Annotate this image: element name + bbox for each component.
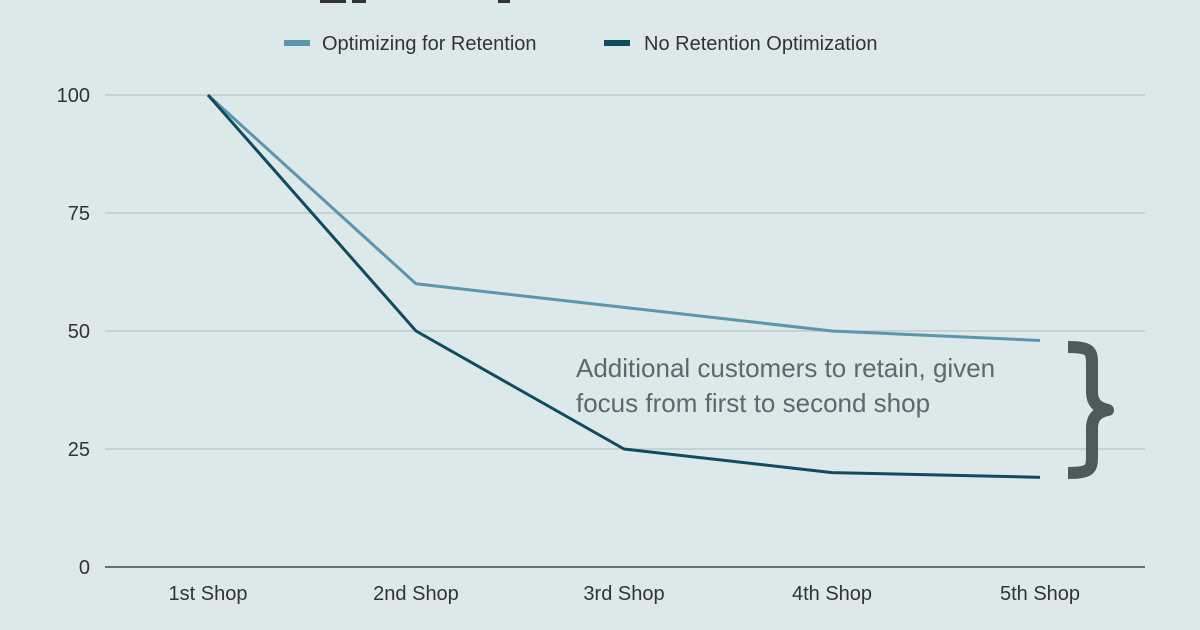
legend-swatch [604,40,630,46]
x-tick-label: 1st Shop [169,583,248,605]
x-tick-label: 3rd Shop [583,583,664,605]
y-tick-label: 100 [57,85,90,107]
y-axis: 0 25 50 75 100 [57,85,90,579]
curly-brace-icon [1067,341,1114,479]
clipped-title-fragment [320,0,510,3]
annotation-line-2: focus from first to second shop [576,388,930,418]
series-lines [206,93,1041,479]
annotation-line-1: Additional customers to retain, given [576,353,995,383]
x-tick-label: 2nd Shop [373,583,459,605]
annotation: Additional customers to retain, given fo… [576,341,1114,479]
title-fragment-1 [320,0,346,3]
title-fragment-3 [498,0,510,3]
grid-lines [105,94,1145,568]
y-tick-label: 25 [68,439,90,461]
x-tick-label: 4th Shop [792,583,872,605]
legend-label: Optimizing for Retention [322,33,537,55]
title-fragment-2 [352,0,366,3]
y-tick-label: 0 [79,557,90,579]
x-tick-label: 5th Shop [1000,583,1080,605]
legend-swatch [284,40,310,46]
x-axis: 1st Shop 2nd Shop 3rd Shop 4th Shop 5th Shop [169,583,1081,605]
y-tick-label: 50 [68,321,90,343]
y-tick-label: 75 [68,203,90,225]
series-line-2 [206,94,1041,479]
legend: Optimizing for Retention No Retention Opt… [284,33,877,55]
series-line-1 [206,93,1041,342]
legend-label: No Retention Optimization [644,33,877,55]
